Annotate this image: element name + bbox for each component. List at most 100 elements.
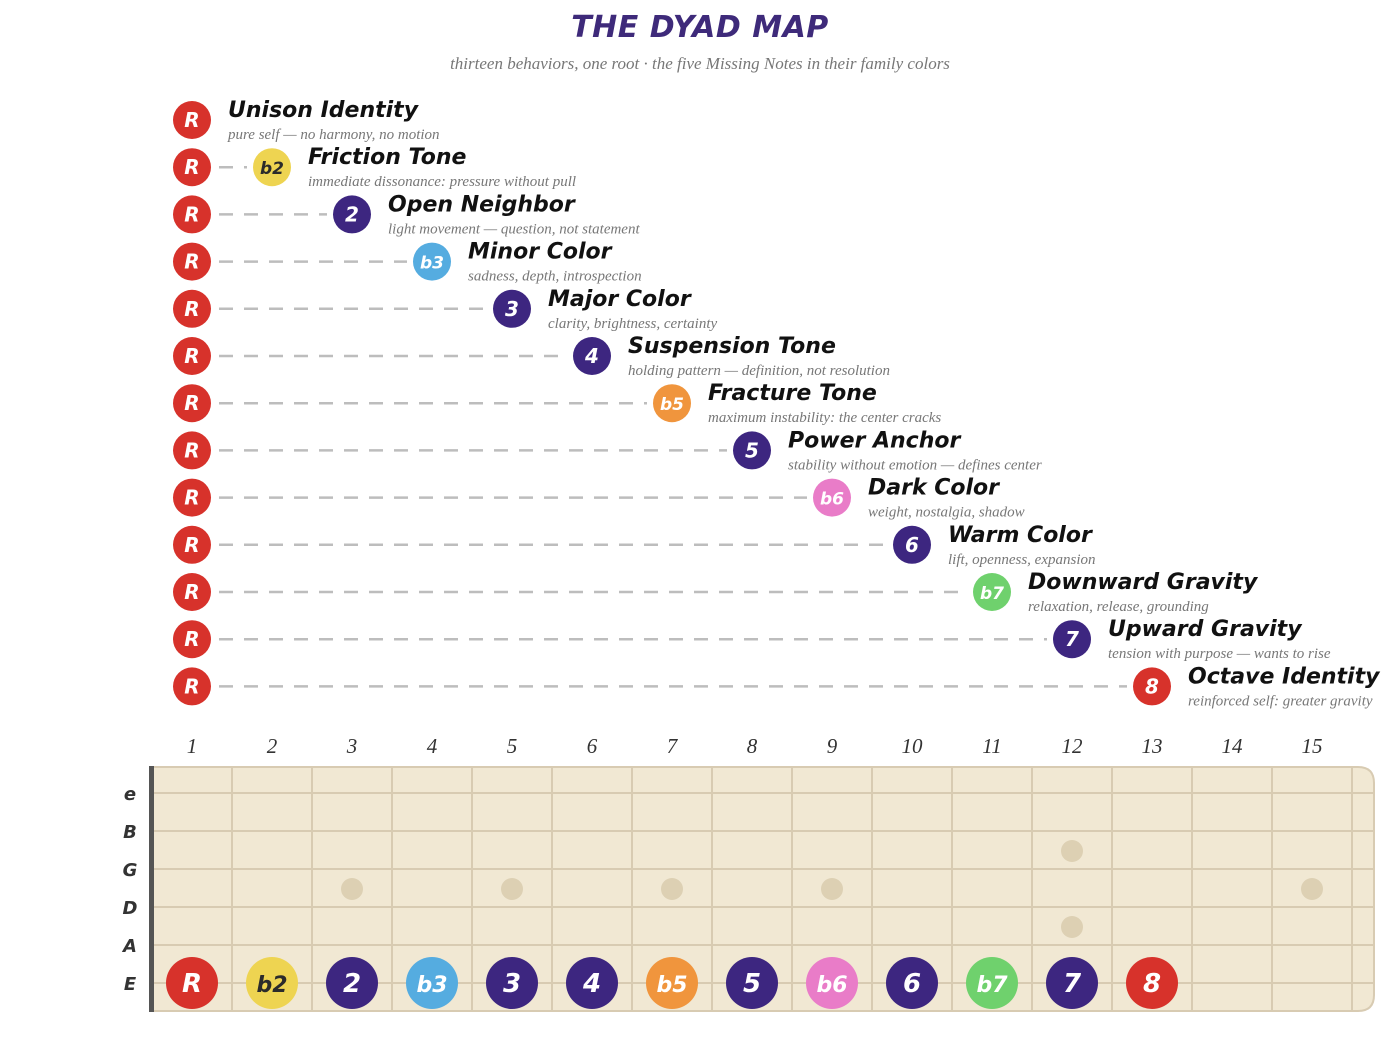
fretboard-note-circle <box>646 957 698 1009</box>
fret-inlay-dot <box>1301 878 1323 900</box>
root-note-circle <box>173 337 211 375</box>
fretboard-note-circle <box>806 957 858 1009</box>
root-note-circle <box>173 384 211 423</box>
root-note-label: R <box>184 627 199 651</box>
interval-note-label: 2 <box>345 202 359 226</box>
fretboard-note-circle <box>326 957 378 1009</box>
fretboard-note-circle <box>486 957 538 1009</box>
behavior-name: Friction Tone <box>308 145 466 170</box>
dyad-row: R 2 Open Neighbor light movement — question… <box>173 192 640 237</box>
string-name-label: G <box>123 860 138 881</box>
root-note-circle <box>173 573 211 611</box>
root-note-circle <box>173 242 211 281</box>
behavior-name: Major Color <box>548 287 692 312</box>
interval-note-label: 3 <box>505 297 519 321</box>
interval-note-label: b2 <box>260 159 284 179</box>
behavior-description: clarity, brightness, certainty <box>548 316 717 332</box>
interval-note-label: 7 <box>1065 627 1079 651</box>
interval-note-circle <box>333 195 371 234</box>
fretboard-note-label: 8 <box>1143 969 1161 999</box>
root-note-label: R <box>184 533 199 557</box>
fret-number: 7 <box>667 734 679 758</box>
behavior-description: reinforced self: greater gravity <box>1188 693 1373 709</box>
behavior-name: Octave Identity <box>1188 664 1381 689</box>
string-name-label: E <box>124 974 137 995</box>
behavior-name: Warm Color <box>948 523 1093 548</box>
behavior-description: pure self — no harmony, no motion <box>227 127 440 143</box>
fretboard-note-circle <box>1046 957 1098 1009</box>
fret-number: 12 <box>1062 734 1084 758</box>
root-note-circle <box>173 431 211 470</box>
fretboard-note-label: 3 <box>503 969 521 999</box>
behavior-name: Unison Identity <box>228 98 420 123</box>
interval-note-label: R <box>184 108 199 132</box>
fretboard-note-label: b3 <box>416 973 447 998</box>
dyad-row: R 8 Octave Identity reinforced self: greate… <box>173 664 1381 709</box>
behavior-name: Suspension Tone <box>628 334 836 359</box>
root-note-label: R <box>184 297 199 321</box>
fretboard-note-label: b7 <box>976 973 1008 998</box>
fret-inlay-dot <box>501 878 523 900</box>
interval-note-label: b3 <box>420 254 444 274</box>
dyad-rows: R Unison Identity pure self — no harmony, … <box>173 98 1381 709</box>
behavior-description: relaxation, release, grounding <box>1028 599 1209 615</box>
fret-inlay-dot <box>661 878 683 900</box>
interval-note-label: b7 <box>980 584 1004 604</box>
string-name-label: B <box>123 822 137 843</box>
behavior-description: immediate dissonance: pressure without p… <box>308 174 576 190</box>
behavior-description: sadness, depth, introspection <box>468 269 642 285</box>
fretboard-note-circle <box>246 957 298 1009</box>
root-note-circle <box>173 620 211 659</box>
interval-note-circle <box>733 431 771 470</box>
interval-note-circle <box>1053 620 1091 659</box>
fret-inlay-dot <box>1061 840 1083 862</box>
interval-note-label: 6 <box>905 533 919 557</box>
fretboard-note-circle <box>966 957 1018 1009</box>
string-name-label: A <box>121 936 137 957</box>
fretboard-body <box>151 766 1375 1012</box>
fretboard-note-circle <box>406 957 458 1009</box>
fretboard-note-circle <box>886 957 938 1009</box>
fret-number: 9 <box>827 734 838 758</box>
root-note-circle <box>173 148 211 187</box>
interval-note-label: 5 <box>745 438 759 462</box>
root-note-label: R <box>184 580 199 604</box>
fret-number: 5 <box>507 734 518 758</box>
interval-note-circle <box>493 289 531 328</box>
fretboard-note-label: R <box>182 969 202 999</box>
behavior-description: weight, nostalgia, shadow <box>868 505 1025 521</box>
behavior-name: Fracture Tone <box>708 381 877 406</box>
interval-note-circle <box>173 101 211 139</box>
interval-note-circle <box>573 337 611 375</box>
behavior-name: Power Anchor <box>788 428 961 453</box>
interval-note-circle <box>253 148 291 187</box>
string-name-label: D <box>123 898 138 919</box>
fretboard-note-label: b5 <box>656 973 687 998</box>
behavior-description: maximum instability: the center cracks <box>708 410 941 426</box>
fret-number: 11 <box>982 734 1001 758</box>
fretboard-note-circle <box>566 957 618 1009</box>
root-note-label: R <box>184 486 199 510</box>
dyad-row: R 6 Warm Color lift, openness, expansion <box>173 523 1095 568</box>
fretboard-note-label: 2 <box>343 969 361 999</box>
dyad-row: R 5 Power Anchor stability without emotion … <box>173 428 1042 473</box>
root-note-label: R <box>184 155 199 179</box>
fretboard-nut <box>149 766 154 1012</box>
interval-note-circle <box>973 573 1011 611</box>
behavior-description: tension with purpose — wants to rise <box>1108 646 1331 662</box>
interval-note-circle <box>893 525 931 564</box>
fretboard-note-circle <box>726 957 778 1009</box>
fretboard-note-label: 5 <box>743 969 761 999</box>
interval-note-label: b6 <box>820 490 844 510</box>
fretboard-note-circle <box>166 957 218 1009</box>
fret-inlay-dot <box>341 878 363 900</box>
fretboard-note-label: 6 <box>903 969 921 999</box>
interval-note-label: b5 <box>660 395 684 415</box>
dyad-row: R 3 Major Color clarity, brightness, certai… <box>173 287 717 332</box>
